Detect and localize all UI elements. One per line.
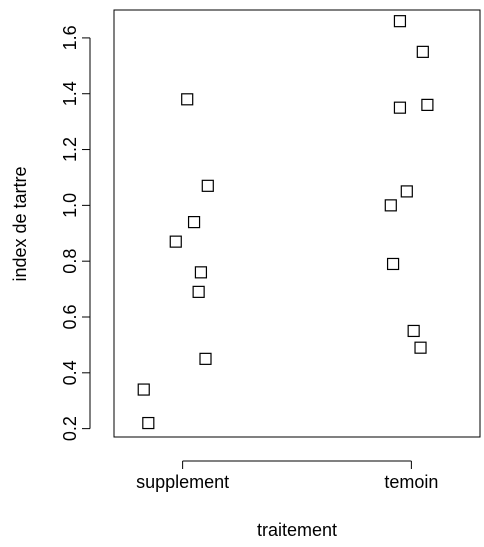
data-point-supplement [137,383,150,396]
data-point-supplement [199,352,212,365]
y-tick-label: 1.6 [60,25,80,50]
data-point-temoin [393,101,407,114]
y-tick-label: 1.0 [60,193,80,218]
y-axis-label: index de tartre [10,166,30,281]
x-tick-label: temoin [384,472,438,492]
data-point-supplement [169,235,182,248]
data-point-temoin [393,15,407,28]
data-point-supplement [187,216,201,229]
data-point-temoin [421,98,434,111]
data-point-temoin [400,185,413,198]
x-tick-label: supplement [136,472,229,492]
data-point-temoin [407,324,420,338]
data-point-temoin [386,257,400,271]
data-point-supplement [192,285,205,298]
y-tick-label: 1.4 [60,81,80,106]
data-point-supplement [142,416,155,430]
plot-frame [113,9,481,438]
y-tick-label: 0.6 [60,304,80,329]
y-tick-label: 0.4 [60,360,80,385]
data-point-supplement [194,266,208,279]
data-point-temoin [384,199,397,212]
data-point-supplement [201,179,214,192]
y-axis: 0.2 0.4 0.6 0.8 1.0 1.2 1.4 1.6 [60,25,91,441]
x-axis-label: traitement [257,520,337,540]
data-point-temoin [414,341,427,354]
y-tick-label: 1.2 [60,137,80,162]
data-point-temoin [416,45,429,58]
y-tick-label: 0.8 [60,249,80,274]
data-points [137,15,434,430]
x-axis: supplement temoin [136,460,438,492]
data-point-supplement [181,93,194,106]
y-tick-label: 0.2 [60,416,80,441]
